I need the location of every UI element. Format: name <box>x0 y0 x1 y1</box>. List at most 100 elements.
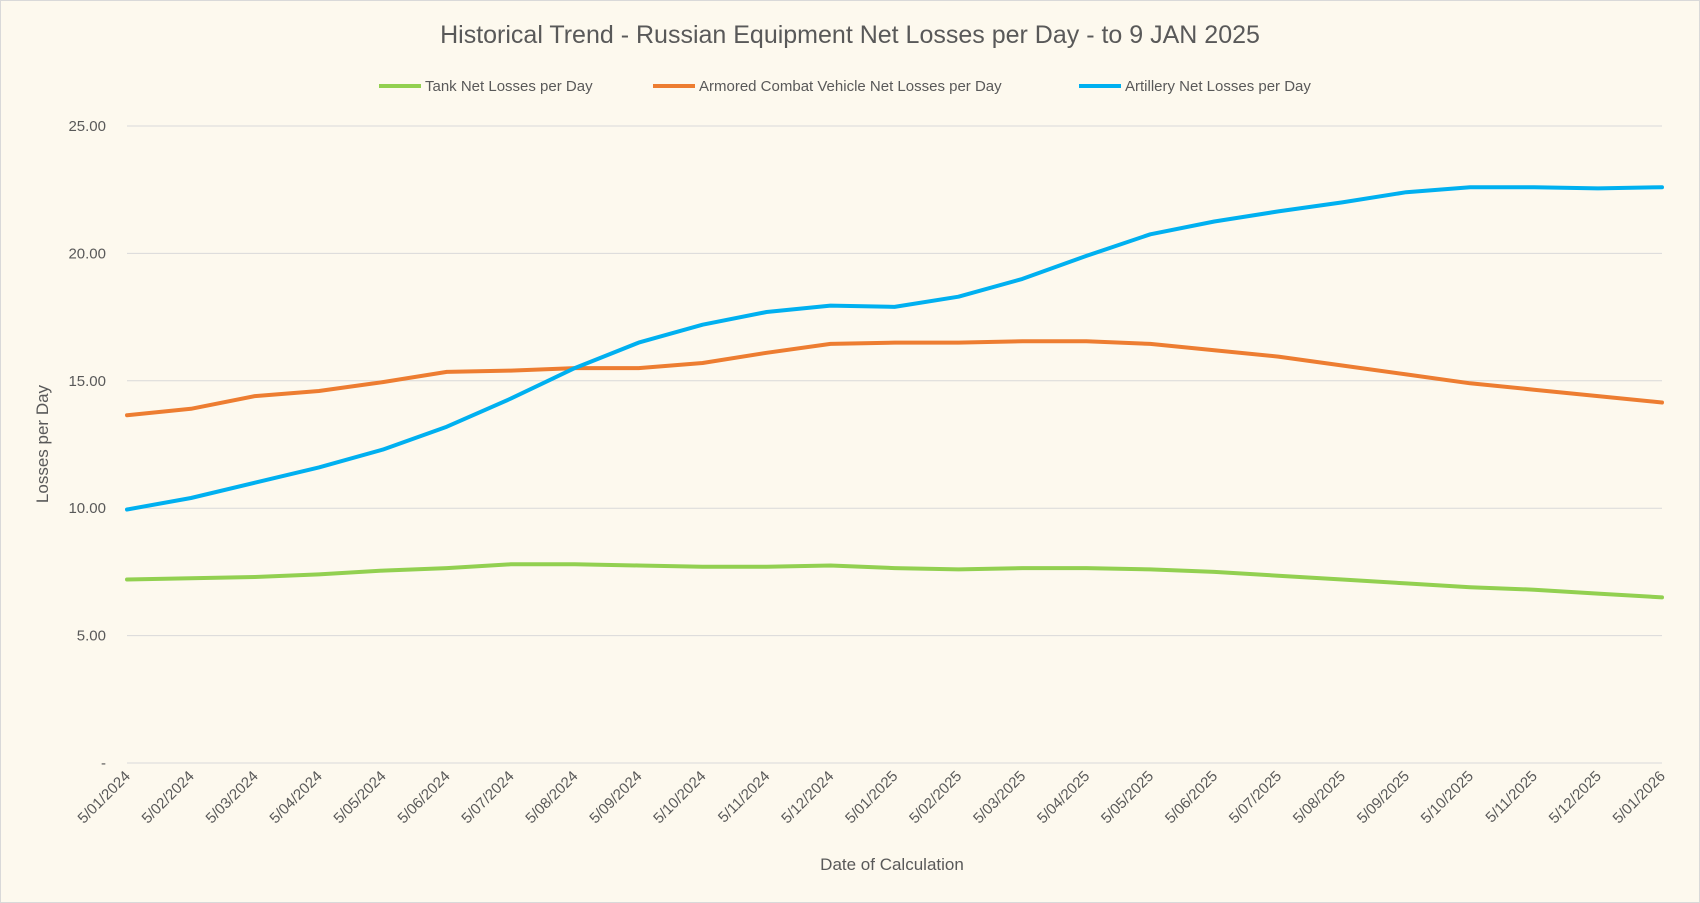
y-tick-label: 20.00 <box>68 245 106 262</box>
data-point-series-0 <box>253 575 257 579</box>
data-point-series-1 <box>765 351 769 355</box>
data-point-series-1 <box>956 341 960 345</box>
data-point-series-2 <box>1276 209 1280 213</box>
data-point-series-0 <box>829 564 833 568</box>
data-point-series-0 <box>125 578 129 582</box>
x-tick-label: 5/09/2025 <box>1354 768 1413 827</box>
data-point-series-0 <box>1468 585 1472 589</box>
data-point-series-2 <box>1468 185 1472 189</box>
x-tick-label: 5/06/2024 <box>394 768 453 827</box>
x-tick-label: 5/02/2025 <box>906 768 965 827</box>
x-tick-label: 5/06/2025 <box>1162 768 1221 827</box>
x-axis-title: Date of Calculation <box>820 855 964 874</box>
x-tick-label: 5/11/2024 <box>715 768 773 826</box>
data-point-series-0 <box>445 566 449 570</box>
data-point-series-2 <box>637 341 641 345</box>
y-axis-ticks: - 5.00 10.00 15.00 20.00 25.00 <box>68 118 106 772</box>
data-point-series-0 <box>637 564 641 568</box>
x-tick-label: 5/05/2025 <box>1098 768 1157 827</box>
data-point-series-2 <box>765 310 769 314</box>
x-tick-label: 5/08/2024 <box>522 768 581 827</box>
data-point-series-1 <box>701 361 705 365</box>
data-point-series-0 <box>1532 588 1536 592</box>
x-tick-label: 5/01/2026 <box>1610 768 1669 827</box>
data-point-series-0 <box>1404 581 1408 585</box>
data-point-series-1 <box>509 369 513 373</box>
data-point-series-0 <box>1020 566 1024 570</box>
data-point-series-2 <box>1084 254 1088 258</box>
data-point-series-2 <box>317 465 321 469</box>
gridlines <box>127 125 1662 764</box>
x-tick-label: 5/12/2025 <box>1546 768 1605 827</box>
data-point-series-2 <box>1404 190 1408 194</box>
data-point-series-0 <box>956 567 960 571</box>
data-point-series-2 <box>893 305 896 309</box>
data-point-series-1 <box>253 394 257 398</box>
data-point-series-1 <box>1468 381 1472 385</box>
data-point-series-0 <box>765 565 769 569</box>
legend: Tank Net Losses per Day Armored Combat V… <box>379 78 1311 95</box>
legend-label-acv: Armored Combat Vehicle Net Losses per Da… <box>699 78 1002 95</box>
data-point-series-1 <box>1212 348 1216 352</box>
data-point-series-2 <box>1340 200 1344 204</box>
data-point-series-2 <box>1212 220 1216 224</box>
x-tick-label: 5/04/2025 <box>1034 768 1093 827</box>
data-point-series-1 <box>829 342 833 346</box>
data-point-series-2 <box>1020 277 1024 281</box>
x-tick-label: 5/07/2024 <box>458 768 517 827</box>
data-point-series-2 <box>573 366 577 370</box>
x-tick-label: 5/12/2024 <box>778 768 837 827</box>
data-point-series-2 <box>829 304 833 308</box>
data-point-series-1 <box>445 370 449 374</box>
data-point-series-1 <box>1532 388 1536 392</box>
y-tick-label: 10.00 <box>68 500 106 517</box>
data-point-series-1 <box>189 407 193 411</box>
data-point-series-0 <box>381 569 385 573</box>
data-point-series-2 <box>509 397 513 401</box>
x-tick-label: 5/10/2025 <box>1418 768 1477 827</box>
data-point-series-2 <box>1660 185 1664 189</box>
data-point-series-2 <box>1596 186 1600 190</box>
data-point-series-0 <box>317 572 321 576</box>
y-tick-label: 25.00 <box>68 118 106 135</box>
data-point-series-1 <box>125 413 129 417</box>
data-point-series-2 <box>189 496 193 500</box>
data-point-series-0 <box>1340 578 1344 582</box>
data-point-series-1 <box>1404 372 1408 376</box>
data-point-series-2 <box>1148 232 1152 236</box>
data-point-series-0 <box>573 562 577 566</box>
data-point-series-0 <box>509 562 513 566</box>
series-line-1 <box>125 339 1664 418</box>
x-tick-label: 5/11/2025 <box>1482 768 1540 826</box>
y-tick-label: 5.00 <box>77 628 106 645</box>
data-point-series-0 <box>1596 592 1600 596</box>
data-point-series-2 <box>1532 185 1536 189</box>
data-point-series-2 <box>125 507 129 511</box>
x-tick-label: 5/01/2025 <box>842 768 901 827</box>
data-point-series-1 <box>1660 400 1664 404</box>
x-tick-label: 5/01/2024 <box>75 768 134 827</box>
data-point-series-2 <box>253 481 257 485</box>
chart-title: Historical Trend - Russian Equipment Net… <box>440 21 1260 49</box>
data-point-series-0 <box>893 566 896 570</box>
x-tick-label: 5/07/2025 <box>1226 768 1285 827</box>
data-point-series-1 <box>381 380 385 384</box>
x-tick-label: 5/04/2024 <box>266 768 325 827</box>
data-point-series-1 <box>1596 394 1600 398</box>
data-point-series-0 <box>1084 566 1088 570</box>
data-point-series-1 <box>1340 364 1344 368</box>
data-point-series-2 <box>956 295 960 299</box>
data-point-series-0 <box>1276 574 1280 578</box>
x-tick-label: 5/09/2024 <box>586 768 645 827</box>
y-tick-label: - <box>101 755 106 772</box>
data-point-series-1 <box>637 366 641 370</box>
data-point-series-1 <box>1084 339 1088 343</box>
y-axis-title: Losses per Day <box>33 384 52 503</box>
y-tick-label: 15.00 <box>68 373 106 390</box>
x-tick-label: 5/03/2024 <box>203 768 262 827</box>
series-lines <box>125 185 1664 600</box>
data-point-series-0 <box>189 576 193 580</box>
data-point-series-2 <box>381 448 385 452</box>
